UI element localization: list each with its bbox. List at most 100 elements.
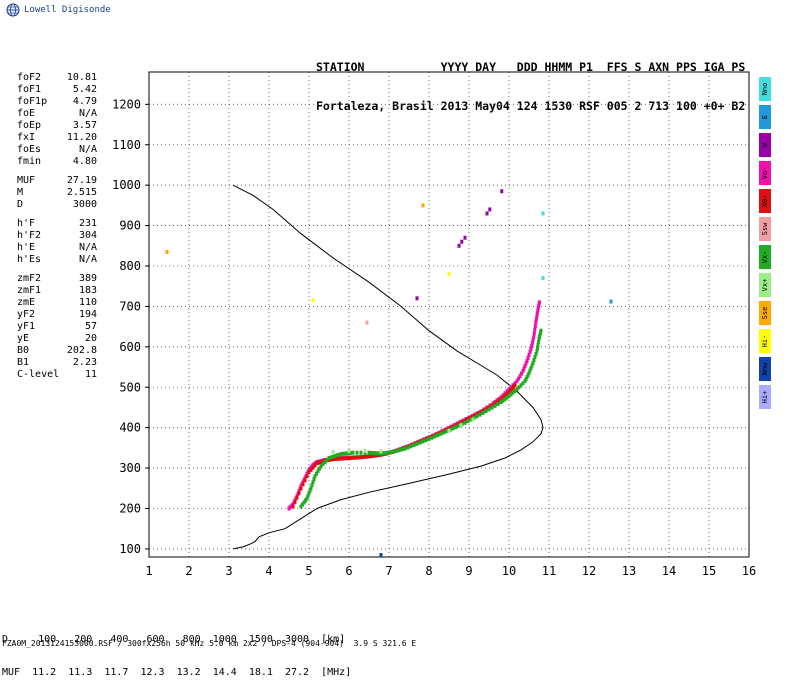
param-label: zmE (17, 297, 36, 308)
trace-point (541, 211, 545, 216)
legend-label: W (761, 142, 769, 148)
param-label: h'Es (17, 254, 42, 265)
param-row: fmin 4.80 (17, 156, 97, 168)
profile-curve (232, 184, 544, 550)
trace-point (538, 334, 541, 339)
param-label: yF1 (17, 321, 36, 332)
trace-point (534, 351, 538, 356)
trace-point (355, 450, 359, 455)
trace-point (321, 459, 325, 464)
trace-point (524, 361, 528, 366)
trace-point (327, 458, 331, 462)
trace-point (349, 455, 353, 460)
trace-point (484, 409, 488, 414)
trace-point (496, 399, 500, 404)
legend-item: Hi- (759, 329, 771, 353)
param-label: h'E (17, 242, 36, 253)
trace-point (531, 337, 535, 342)
param-row: foF1 5.42 (17, 84, 97, 96)
trace-point (530, 363, 534, 368)
y-tick-label: 300 (119, 461, 141, 475)
file-info-footer: FZA0M_2013124153000.RSF / 300fx256h 50 k… (2, 639, 417, 648)
trace-series (299, 328, 543, 509)
trace-point (531, 361, 535, 365)
trace-point (364, 454, 368, 459)
polarization-legend: Nno E W Vo- X0- Ssw Vx- Vx+ Sse Hi- Nnw Hi+ (759, 77, 771, 413)
trace-point (526, 355, 530, 360)
trace-point (533, 327, 537, 332)
trace-point (301, 502, 304, 507)
y-tick-label: 800 (119, 259, 141, 273)
trace-point (466, 419, 470, 424)
param-value: 4.79 (72, 96, 97, 107)
trace-point (469, 417, 473, 422)
trace-point (336, 452, 340, 457)
trace-point (537, 304, 541, 309)
trace-point (309, 486, 313, 491)
trace-point (484, 407, 488, 412)
x-tick-label: 13 (622, 564, 636, 578)
trace-point (460, 420, 464, 425)
trace-point (382, 451, 386, 456)
y-tick-label: 1100 (112, 138, 141, 152)
y-tick-label: 200 (119, 502, 141, 516)
trace-point (466, 416, 470, 421)
axis-ticks: 1 2 3 4 5 6 7 8 9 10 11 12 13 14 15 1610020030040050060… (112, 97, 756, 578)
trace-point (532, 357, 536, 362)
legend-item: W (759, 133, 771, 157)
trace-point (534, 320, 538, 325)
param-value: 183 (78, 285, 97, 296)
trace-point (493, 403, 497, 408)
param-row: foE N/A (17, 108, 97, 120)
legend-label: Vx+ (761, 278, 769, 292)
param-label: h'F2 (17, 230, 42, 241)
legend-item: X0- (759, 189, 771, 213)
trace-point (513, 383, 517, 388)
trace-point (373, 451, 377, 456)
trace-point (538, 332, 542, 337)
trace-point (363, 448, 367, 453)
trace-point (293, 499, 297, 504)
parameter-panel: foF2 10.81 foF1 5.42 foF1p 4.79 foE N/A foEp 3.57… (17, 72, 97, 388)
trace-point (319, 460, 323, 465)
trace-series (609, 299, 613, 304)
param-value: 202.8 (66, 345, 97, 356)
trace-point (346, 456, 350, 461)
param-row: MUF 27.19 (17, 175, 97, 187)
param-label: foF1 (17, 84, 42, 95)
param-row: fxI 11.20 (17, 132, 97, 144)
legend-item: Nnw (759, 357, 771, 381)
brand-name: Lowell Digisonde (24, 5, 111, 15)
legend-item: Hi+ (759, 385, 771, 409)
trace-point (499, 397, 503, 402)
trace-point (334, 456, 338, 461)
trace-point (379, 451, 383, 456)
trace-point (317, 460, 321, 465)
trace-point (447, 272, 451, 277)
trace-point (307, 491, 311, 496)
trace-point (418, 440, 422, 445)
trace-point (313, 463, 317, 468)
param-label: yF2 (17, 309, 36, 320)
legend-item: Vx- (759, 245, 771, 269)
legend-label: X0- (761, 194, 769, 208)
trace-point (319, 464, 323, 469)
trace-point (351, 450, 355, 455)
trace-point (537, 336, 541, 341)
trace-point (525, 358, 529, 363)
legend-item: Vx+ (759, 273, 771, 297)
trace-point (329, 457, 333, 462)
trace-point (485, 211, 489, 216)
param-value: 389 (78, 273, 97, 284)
trace-point (303, 478, 307, 483)
trace-point (478, 410, 482, 415)
trace-point (505, 389, 509, 394)
param-row: zmF1 183 (17, 285, 97, 297)
trace-point (321, 462, 325, 467)
trace-point (333, 453, 337, 458)
param-value: 10.81 (66, 72, 97, 83)
trace-point (367, 454, 371, 459)
legend-item: Vo- (759, 161, 771, 185)
param-row: foF1p 4.79 (17, 96, 97, 108)
trace-point (487, 405, 491, 410)
